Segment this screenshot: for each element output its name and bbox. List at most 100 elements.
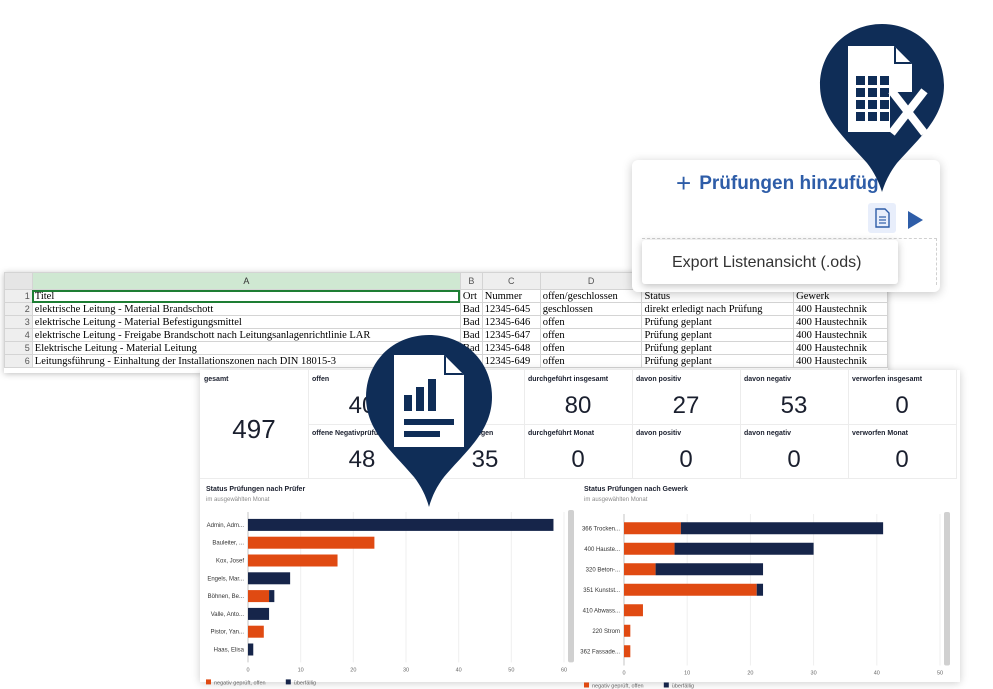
row-number[interactable]: 2: [4, 302, 33, 316]
bar: [674, 542, 814, 555]
x-tick-label: 50: [508, 667, 514, 673]
table-row: 6 Leitungsführung - Einhaltung der Insta…: [4, 354, 888, 368]
category-label: Kox, Josef: [216, 559, 244, 565]
cell[interactable]: Prüfung geplant: [641, 328, 795, 342]
bar: [248, 590, 270, 603]
cell[interactable]: Nummer: [481, 289, 541, 303]
row-number[interactable]: 4: [4, 328, 33, 342]
export-list-view-item[interactable]: Export Listenansicht (.ods): [672, 254, 862, 271]
cell[interactable]: Prüfung geplant: [641, 354, 795, 368]
cell[interactable]: Titel: [31, 289, 461, 303]
bar: [624, 624, 631, 637]
cell[interactable]: 400 Haustechnik: [793, 315, 888, 329]
cell[interactable]: offen/geschlossen: [539, 289, 643, 303]
kpi-davon-negativ: davon negativ 53: [740, 370, 849, 425]
chart-subtitle-pruefer: im ausgewählten Monat: [206, 497, 270, 503]
x-tick-label: 0: [622, 671, 625, 677]
cell[interactable]: 400 Haustechnik: [793, 354, 888, 368]
category-label: Engels, Mar...: [207, 576, 244, 582]
bar: [624, 583, 757, 596]
row-number[interactable]: 3: [4, 315, 33, 329]
cell[interactable]: 400 Haustechnik: [793, 328, 888, 342]
category-label: Admin, Adm...: [207, 523, 245, 529]
cell[interactable]: direkt erledigt nach Prüfung: [641, 302, 795, 316]
cell[interactable]: geschlossen: [539, 302, 643, 316]
category-label: 220 Strom: [592, 629, 620, 635]
legend-label: negativ geprüft, offen: [214, 680, 266, 686]
category-label: Valle, Anto...: [211, 612, 245, 618]
chart-subtitle-gewerk: im ausgewählten Monat: [584, 497, 648, 503]
cell[interactable]: 400 Haustechnik: [793, 341, 888, 355]
bar: [680, 522, 884, 535]
kpi-label: durchgeführt insgesamt: [528, 376, 609, 383]
cell[interactable]: 12345-649: [481, 354, 541, 368]
legend-swatch: [206, 679, 211, 685]
bar: [269, 590, 275, 603]
bar: [624, 645, 631, 658]
bar: [756, 583, 764, 596]
bar: [248, 607, 270, 620]
kpi-davon-negativ-monat: davon negativ 0: [740, 424, 849, 479]
dropzone: [642, 238, 937, 285]
add-checks-button[interactable]: + Prüfungen hinzufüg: [676, 168, 879, 199]
cell[interactable]: Prüfung geplant: [641, 341, 795, 355]
chart-title-pruefer: Status Prüfungen nach Prüfer: [206, 486, 306, 493]
column-header-b[interactable]: B: [459, 272, 483, 290]
add-checks-label: Prüfungen hinzufüg: [699, 173, 879, 194]
row-number[interactable]: 5: [4, 341, 33, 355]
x-tick-label: 30: [403, 667, 409, 673]
column-header-d[interactable]: D: [539, 272, 643, 290]
kpi-durchgefuehrt-insgesamt: durchgeführt insgesamt 80: [524, 370, 633, 425]
bar: [624, 542, 675, 555]
spreadsheet-grid: A B C D E F 1 Titel Ort Nummer offen/ges…: [4, 272, 888, 368]
bar: [624, 604, 643, 617]
kpi-durchgefuehrt-monat: durchgeführt Monat 0: [524, 424, 633, 479]
column-header-a[interactable]: A: [31, 272, 461, 290]
spreadsheet-export-icon: [820, 24, 944, 192]
cell[interactable]: Bad: [459, 302, 483, 316]
table-row: 2 elektrische Leitung - Material Brandsc…: [4, 302, 888, 316]
kpi-gesamt: gesamt 497: [200, 370, 309, 479]
x-tick-label: 60: [561, 667, 567, 673]
cell[interactable]: offen: [539, 315, 643, 329]
column-header-c[interactable]: C: [481, 272, 541, 290]
export-menu: Export Listenansicht (.ods): [642, 240, 898, 284]
kpi-label: davon positiv: [636, 430, 682, 437]
cell[interactable]: elektrische Leitung - Material Befestigu…: [31, 315, 461, 329]
cell[interactable]: Ort: [459, 289, 483, 303]
x-tick-label: 10: [298, 667, 304, 673]
bar: [248, 572, 291, 585]
cell[interactable]: 12345-646: [481, 315, 541, 329]
cell[interactable]: Prüfung geplant: [641, 315, 795, 329]
category-label: 400 Hauste...: [584, 547, 620, 553]
bar: [624, 563, 656, 576]
cell[interactable]: offen: [539, 341, 643, 355]
kpi-davon-positiv-monat: davon positiv 0: [632, 424, 741, 479]
cell[interactable]: offen: [539, 354, 643, 368]
kpi-label: offen: [312, 376, 330, 383]
row-number[interactable]: 1: [4, 289, 33, 303]
kpi-verworfen-monat: verworfen Monat 0: [848, 424, 957, 479]
legend-label: negativ geprüft, offen: [592, 684, 644, 689]
cell[interactable]: 400 Haustechnik: [793, 302, 888, 316]
category-label: 366 Trocken...: [582, 526, 620, 532]
cell[interactable]: offen: [539, 328, 643, 342]
kpi-label: davon negativ: [744, 376, 792, 383]
cell[interactable]: 12345-645: [481, 302, 541, 316]
kpi-value: 53: [780, 392, 808, 419]
row-number[interactable]: 6: [4, 354, 33, 368]
bar: [248, 518, 554, 531]
cell[interactable]: elektrische Leitung - Material Brandscho…: [31, 302, 461, 316]
play-icon[interactable]: [908, 211, 923, 229]
x-tick-label: 0: [246, 667, 249, 673]
legend-swatch: [285, 679, 291, 685]
kpi-label: verworfen insgesamt: [852, 376, 923, 383]
kpi-value: 0: [895, 446, 909, 473]
category-label: Bauleiter, ...: [212, 541, 244, 547]
legend-label: überfällig: [672, 684, 694, 689]
sheet-corner[interactable]: [4, 272, 33, 290]
document-export-button[interactable]: [868, 203, 896, 233]
x-tick-label: 10: [684, 671, 690, 677]
kpi-value: 35: [471, 446, 499, 473]
cell[interactable]: Bad: [459, 315, 483, 329]
